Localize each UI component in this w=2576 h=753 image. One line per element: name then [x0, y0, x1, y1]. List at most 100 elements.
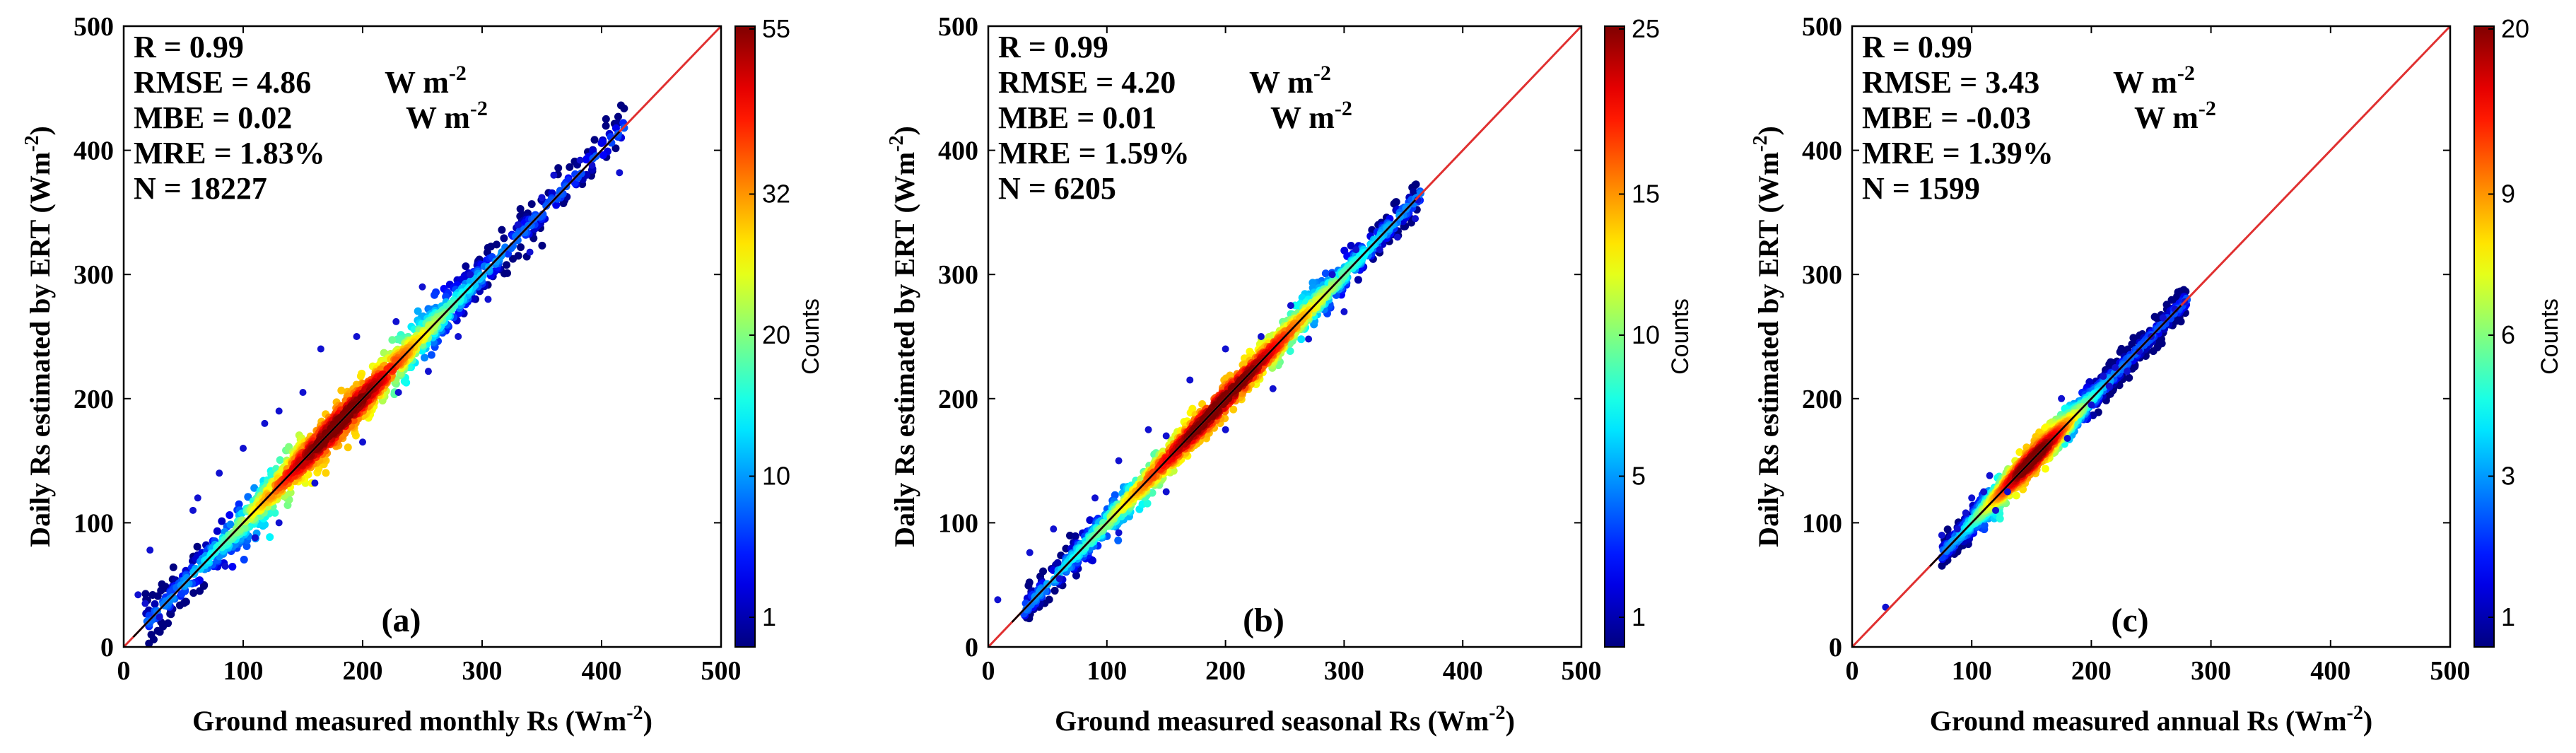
density-point — [566, 163, 574, 171]
colorbar-tick-label: 32 — [762, 180, 790, 209]
density-point — [414, 307, 422, 315]
x-tick-label: 200 — [1205, 656, 1246, 686]
colorbar-tick-label: 9 — [2501, 180, 2515, 209]
y-tick-label: 500 — [1802, 12, 1842, 42]
x-tick-label: 0 — [982, 656, 995, 686]
scatter-point — [240, 445, 247, 453]
scatter-point — [1287, 302, 1294, 310]
density-point — [431, 291, 439, 299]
stats-line-1: R = 0.99 — [998, 30, 1108, 64]
y-tick-label: 400 — [938, 136, 978, 166]
colorbar-tick-label: 20 — [2501, 14, 2529, 43]
x-axis-label: Ground measured monthly Rs (Wm-2) — [192, 702, 652, 737]
panel-label: (a) — [382, 602, 421, 639]
density-point — [228, 563, 237, 571]
x-tick-label: 100 — [223, 656, 264, 686]
scatter-point — [311, 479, 319, 487]
x-tick-label: 400 — [582, 656, 622, 686]
density-point — [344, 443, 352, 452]
stats-unit: W m-2 — [1249, 62, 1331, 100]
density-point — [1188, 404, 1197, 413]
density-point — [620, 104, 628, 112]
density-point — [244, 493, 252, 501]
axes-frame — [122, 25, 722, 648]
density-point — [153, 626, 162, 635]
density-point — [1286, 346, 1294, 355]
scatter-point — [2063, 434, 2071, 442]
density-point — [1943, 525, 1952, 534]
scatter-point — [1186, 376, 1194, 384]
x-tick-label: 100 — [1952, 656, 1992, 686]
axes-frame — [987, 25, 1583, 648]
scatter-point — [261, 419, 269, 427]
colorbar-label: Counts — [797, 298, 824, 375]
y-tick-label: 300 — [74, 260, 114, 290]
density-point — [2125, 373, 2133, 382]
density-point — [400, 377, 409, 385]
stats-line-2: RMSE = 4.20 — [998, 65, 1176, 100]
colorbar-tick-label: 55 — [762, 14, 790, 43]
scatter-point — [216, 469, 223, 477]
y-tick-label: 0 — [100, 633, 114, 662]
density-point — [1229, 405, 1238, 414]
density-point — [552, 201, 561, 209]
scatter-point — [251, 534, 259, 542]
colorbar-label: Counts — [2536, 298, 2563, 375]
density-point — [1412, 180, 1420, 189]
scatter-point — [134, 591, 142, 599]
scatter-point — [2058, 395, 2066, 402]
colorbar-tick-label: 25 — [1632, 14, 1660, 43]
density-point — [1072, 571, 1080, 580]
scatter-point — [189, 506, 197, 514]
scatter-point — [514, 221, 522, 228]
y-axis-label: Daily Rs estimated by ERT (Wm-2) — [21, 126, 56, 547]
scatter-point — [275, 407, 283, 415]
fit-line — [132, 131, 621, 638]
stats-line-3: MBE = 0.01 — [998, 100, 1157, 135]
density-point — [1347, 242, 1355, 250]
scatter-point — [1340, 308, 1348, 315]
scatter-point — [1162, 488, 1170, 496]
x-tick-label: 500 — [1562, 656, 1602, 686]
density-point — [2015, 448, 2024, 457]
y-tick-label: 500 — [938, 12, 978, 42]
density-point — [517, 243, 525, 252]
density-point — [286, 489, 295, 497]
colorbar-tick-label: 1 — [1632, 602, 1646, 631]
y-tick-label: 100 — [938, 508, 978, 538]
colorbar — [2473, 25, 2495, 648]
x-tick-label: 300 — [1324, 656, 1364, 686]
x-axis-label: Ground measured annual Rs (Wm-2) — [1930, 702, 2372, 737]
y-tick-label: 500 — [74, 12, 114, 42]
scatter-point — [1305, 335, 1313, 343]
x-tick-label: 100 — [1087, 656, 1127, 686]
scatter-point — [394, 389, 402, 397]
scatter-point — [1055, 575, 1063, 583]
scatter-point — [1222, 426, 1229, 433]
density-point — [538, 241, 546, 250]
density-point — [175, 601, 184, 609]
density-point — [1024, 581, 1033, 590]
x-tick-label: 300 — [2191, 656, 2231, 686]
density-point — [266, 533, 274, 542]
density-point — [267, 491, 276, 500]
x-tick-label: 200 — [343, 656, 383, 686]
colorbar-tick-label: 1 — [762, 602, 776, 631]
scatter-point — [994, 596, 1002, 604]
scatter-point — [146, 547, 154, 554]
density-point — [1071, 532, 1079, 540]
scatter-point — [1986, 472, 1994, 479]
density-point — [427, 351, 435, 359]
scatter-point — [1968, 494, 1976, 502]
density-point — [599, 151, 607, 159]
scatter-point — [2124, 368, 2131, 375]
density-point — [577, 169, 585, 177]
density-point — [590, 136, 599, 144]
scatter-point — [576, 156, 584, 164]
density-point — [2149, 347, 2158, 356]
y-tick-label: 200 — [1802, 385, 1842, 414]
scatter-point — [467, 271, 474, 279]
scatter-point — [1376, 246, 1383, 254]
stats-line-4: MRE = 1.83% — [134, 136, 325, 170]
